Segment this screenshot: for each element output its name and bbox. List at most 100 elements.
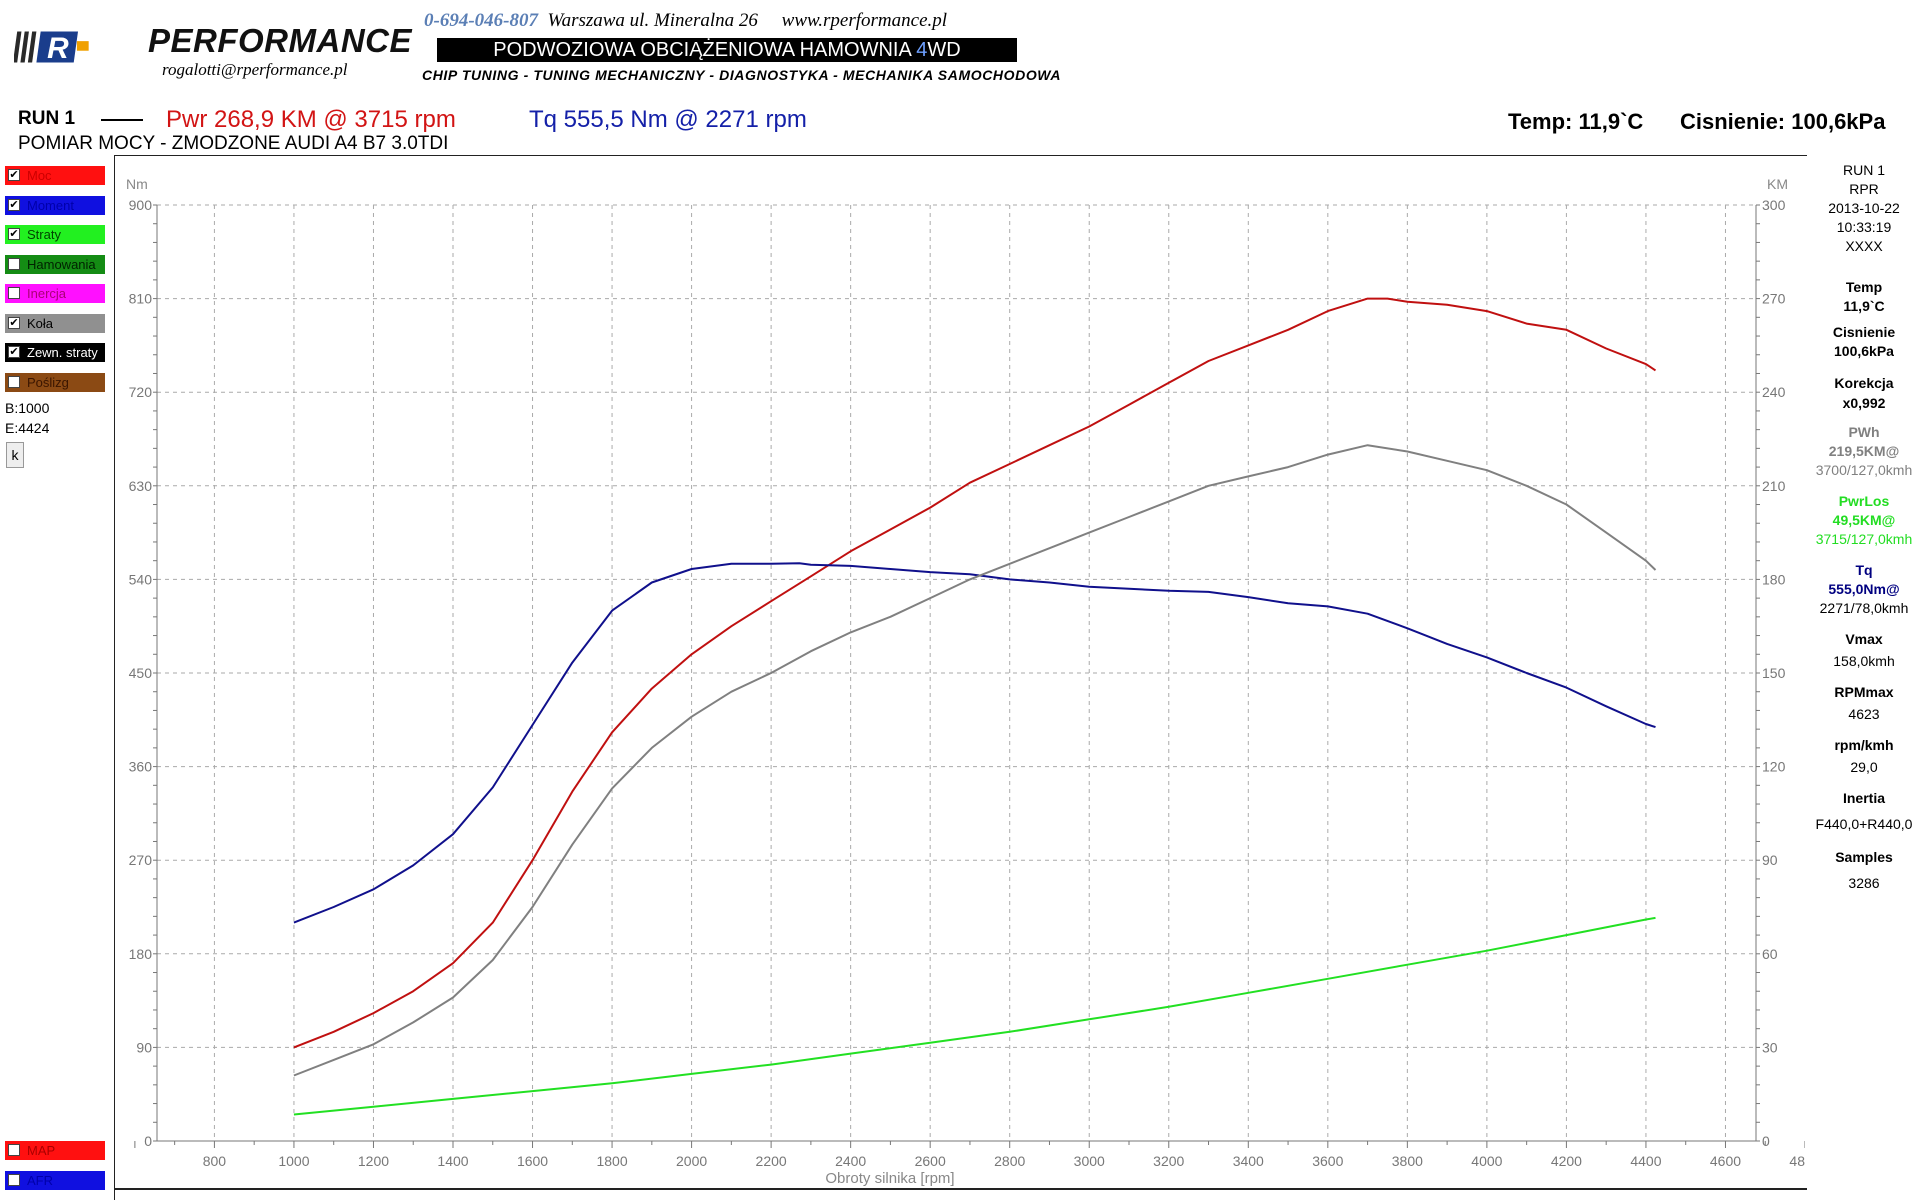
y-right-tick-label: 240 [1762, 384, 1786, 400]
y-left-tick-label: 180 [129, 946, 153, 962]
x-tick-label: 2200 [756, 1153, 787, 1169]
panel-pwh-label: PWh [1848, 424, 1880, 440]
panel-pressure-value: 100,6kPa [1834, 343, 1894, 359]
y-left-tick-label: 900 [129, 197, 153, 213]
y-left-tick-label: 360 [129, 759, 153, 775]
legend-item-1[interactable]: AFR [5, 1170, 105, 1190]
legend-checkbox[interactable] [8, 1144, 20, 1156]
x-tick-label: 4200 [1551, 1153, 1582, 1169]
panel-rpmkmh-value: 29,0 [1850, 759, 1878, 775]
brand-email[interactable]: rogalotti@rperformance.pl [162, 60, 348, 79]
legend-item-6[interactable]: ✔ Zewn. straty [5, 343, 105, 362]
x-tick-label: 1200 [358, 1153, 389, 1169]
panel-run: RUN 1 [1842, 162, 1885, 178]
panel-vmax-value: 158,0kmh [1833, 653, 1895, 669]
y-left-tick-label: 630 [129, 478, 153, 494]
legend-item-0[interactable]: MAP [5, 1141, 105, 1160]
y-axis-right-label: KM [1767, 176, 1788, 192]
y-right-tick-label: 120 [1762, 759, 1786, 775]
banner-highlight: 4 [916, 39, 928, 61]
legend-checkbox[interactable]: ✔ [8, 198, 20, 211]
panel-date: 2013-10-22 [1828, 200, 1900, 216]
x-tick-label: 2800 [994, 1153, 1025, 1169]
chart-bottom-bar [114, 1188, 1807, 1200]
legend-checkbox[interactable]: ✔ [8, 169, 20, 181]
legend-label: Poślizg [27, 374, 69, 390]
chart-axes: 0 90 180 270 360 450 540 630 720 810 900 0 30 60 90 120… [129, 197, 1805, 1169]
series-line-koła [293, 444, 1657, 1077]
contact-website[interactable]: www.rperformance.pl [781, 10, 948, 31]
panel-pwh-value: 219,5KM@ [1828, 443, 1900, 459]
panel-tq-value: 555,0Nm@ [1828, 581, 1900, 597]
panel-inertia-label: Inertia [1842, 790, 1885, 806]
legend-label: MAP [27, 1143, 56, 1158]
x-tick-label: 1800 [596, 1153, 627, 1169]
panel-name: RPR [1849, 181, 1879, 197]
legend-checkbox[interactable] [8, 287, 20, 299]
x-tick-label: 4600 [1710, 1153, 1741, 1169]
brand-logo: R [14, 16, 404, 86]
chart-series [293, 297, 1657, 1116]
legend-item-1[interactable]: ✔ Moment [5, 195, 105, 215]
panel-pwh-sub: 3700/127,0kmh [1815, 462, 1913, 478]
range-begin: B:1000 [5, 400, 50, 416]
measurement-title: POMIAR MOCY - ZMODZONE AUDI A4 B7 3.0TDI [18, 133, 449, 154]
legend-item-4[interactable]: Inercja [5, 284, 105, 303]
panel-samples-value: 3286 [1848, 875, 1880, 891]
header-banner: PODWOZIOWA OBCIĄŻENIOWA HAMOWNIA 4WD [437, 38, 1017, 62]
y-left-tick-label: 450 [129, 665, 153, 681]
x-tick-label: 3800 [1392, 1153, 1423, 1169]
y-right-tick-label: 150 [1762, 665, 1786, 681]
series-line-straty [293, 916, 1656, 1116]
run-label: RUN 1 [18, 108, 76, 129]
contact-phone: 0-694-046-807 [424, 10, 538, 31]
peak-power-readout: Pwr 268,9 KM @ 3715 rpm [166, 106, 456, 133]
legend-checkbox[interactable]: ✔ [8, 316, 20, 329]
x-tick-label: 3600 [1312, 1153, 1343, 1169]
legend-item-3[interactable]: Hamowania [5, 254, 105, 274]
panel-tq-sub: 2271/78,0kmh [1819, 600, 1909, 616]
panel-correction-value: x0,992 [1842, 395, 1886, 411]
legend-checkbox[interactable] [8, 375, 20, 388]
y-right-tick-label: 60 [1762, 946, 1778, 962]
legend-checkbox[interactable] [8, 1173, 20, 1186]
panel-tq-label: Tq [1855, 562, 1873, 578]
logo-letter: R [47, 32, 69, 65]
panel-vmax-label: Vmax [1845, 631, 1883, 647]
legend-label: Inercja [27, 286, 67, 301]
panel-time: 10:33:19 [1836, 219, 1892, 235]
legend-checkbox[interactable]: ✔ [8, 346, 20, 358]
y-axis-left-label: Nm [126, 176, 148, 192]
legend-label: Koła [27, 315, 54, 331]
k-button[interactable]: k [6, 442, 24, 468]
panel-pwrlos-sub: 3715/127,0kmh [1815, 531, 1913, 547]
legend-label: Hamowania [27, 256, 96, 272]
x-tick-label: 2400 [835, 1153, 866, 1169]
y-right-tick-label: 0 [1762, 1133, 1770, 1149]
contact-address: Warszawa ul. Mineralna 26 [547, 10, 758, 31]
y-right-tick-label: 30 [1762, 1039, 1778, 1055]
x-tick-label: 4400 [1630, 1153, 1661, 1169]
legend-item-5[interactable]: ✔ Koła [5, 313, 105, 333]
panel-samples-label: Samples [1835, 849, 1893, 865]
run-line-swatch [101, 119, 143, 121]
legend-item-0[interactable]: ✔ Moc [5, 166, 105, 185]
x-axis-label: Obroty silnika [rpm] [825, 1170, 954, 1187]
peak-torque-readout: Tq 555,5 Nm @ 2271 rpm [529, 106, 807, 133]
legend-item-2[interactable]: ✔ Straty [5, 225, 105, 244]
dyno-chart[interactable]: 0 90 180 270 360 450 540 630 720 810 900 0 30 60 90 120… [115, 156, 1805, 1188]
legend-checkbox[interactable]: ✔ [8, 228, 20, 240]
panel-temp-label: Temp [1845, 279, 1883, 295]
y-left-tick-label: 90 [136, 1039, 152, 1055]
legend-checkbox[interactable] [8, 257, 20, 270]
y-right-tick-label: 210 [1762, 478, 1786, 494]
x-tick-label: 3000 [1074, 1153, 1105, 1169]
panel-pressure-label: Cisnienie [1832, 324, 1896, 340]
panel-temp-value: 11,9`C [1843, 298, 1885, 314]
legend-label: Moment [27, 197, 74, 213]
y-right-tick-label: 300 [1762, 197, 1786, 213]
banner-suffix: WD [927, 39, 961, 61]
x-tick-label: 1400 [437, 1153, 468, 1169]
panel-inertia-value: F440,0+R440,0 [1815, 816, 1913, 832]
legend-item-7[interactable]: Poślizg [5, 372, 105, 392]
